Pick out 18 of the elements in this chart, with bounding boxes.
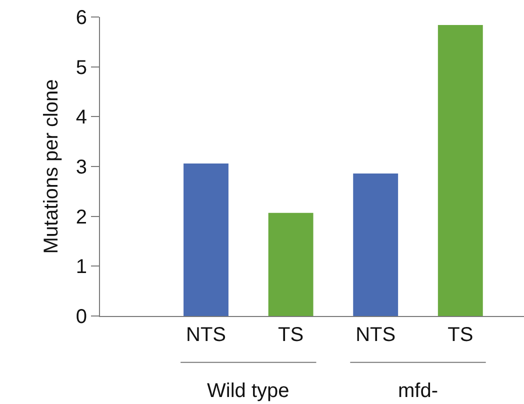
y-axis-title: Mutations per clone [40,79,62,254]
x-tick-label: NTS [186,324,226,346]
bar [184,164,228,316]
text: Wild type [207,380,290,402]
bar [353,173,398,316]
bar [438,24,483,316]
y-tick-label: 4 [76,106,87,129]
x-tick-label: TS [278,324,304,346]
text: mfd- [398,380,438,402]
y-tick-label: 1 [76,256,87,278]
bar [268,212,314,316]
y-tick-label: 5 [76,56,87,79]
y-tick-label: 2 [76,206,87,228]
x-tick-label: TS [448,324,474,346]
y-tick-label: 0 [76,306,87,328]
y-tick-label: 6 [76,7,87,29]
x-tick-label: NTS [356,324,396,346]
y-tick-label: 3 [76,156,87,178]
